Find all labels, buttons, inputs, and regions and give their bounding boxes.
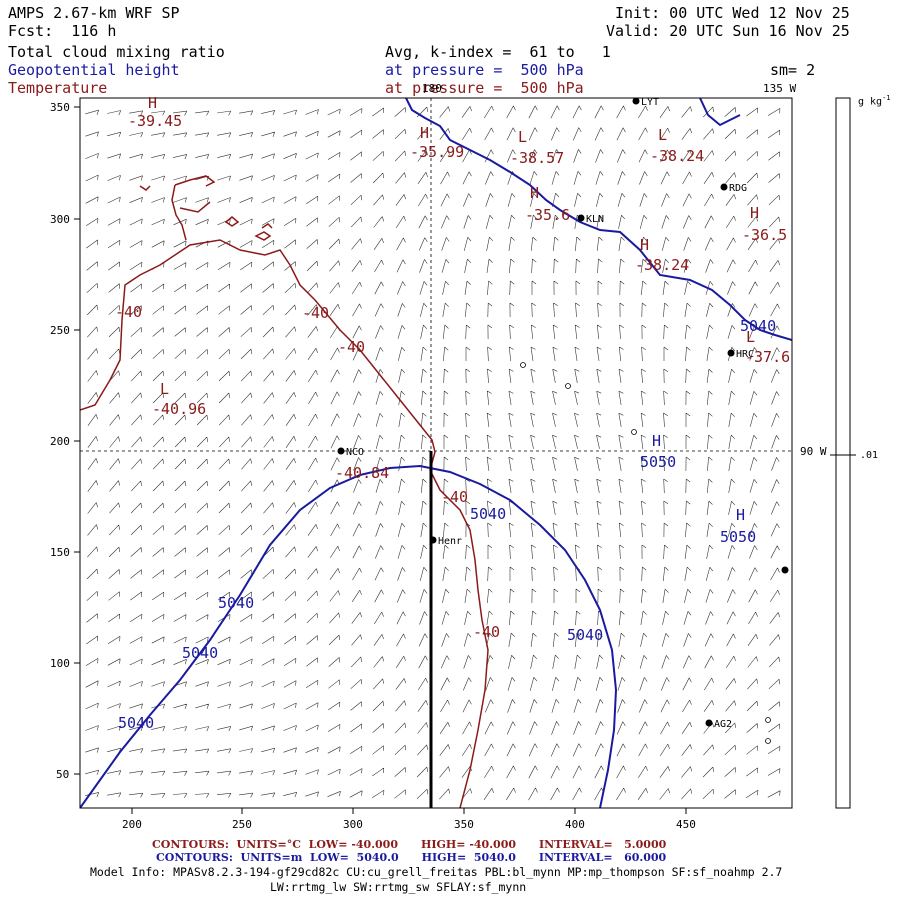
lon-label-90w: 90 W	[800, 445, 827, 458]
temperature-label: -40	[302, 304, 329, 322]
y-tick-label: 150	[50, 546, 70, 559]
y-tick-label: 100	[50, 657, 70, 670]
axes: 200 250 300 350 400 450 350 300 250 200 150 100 50	[50, 101, 696, 831]
x-tick-label: 200	[122, 818, 142, 831]
pressure-center-marker: H	[652, 432, 661, 450]
model-info-line1: Model Info: MPASv8.2.3-194-gf29cd82c CU:…	[90, 865, 783, 879]
init-time: Init: 00 UTC Wed 12 Nov 25	[615, 4, 850, 22]
cloud-marker-icon	[565, 383, 571, 389]
pressure-center-marker: H	[736, 506, 745, 524]
station-label: LYT	[641, 97, 659, 108]
station-label: RDG	[729, 183, 747, 194]
temperature-label: -40	[115, 303, 142, 321]
station-label: KLN	[586, 214, 604, 225]
temp-contour-info: CONTOURS: UNITS=°C LOW= -40.000 HIGH= -4…	[152, 838, 667, 851]
x-tick-label: 250	[232, 818, 252, 831]
height-label: 5050	[640, 453, 676, 471]
height-label: 5040	[740, 317, 776, 335]
pressure-level-2: at pressure = 500 hPa	[385, 79, 584, 97]
temperature-label: -38.24	[635, 256, 689, 274]
map-labels: -39.45 -35.99 -38.57 -38.24 -35.6 -36.5 -38.24…	[115, 82, 827, 744]
station-label: AG2	[714, 719, 732, 730]
x-tick-label: 450	[676, 818, 696, 831]
height-contours	[80, 98, 792, 808]
k-index-avg: Avg, k-index = 61 to 1	[385, 43, 611, 61]
temperature-label: -38.24	[650, 147, 704, 165]
cloud-marker-icon	[520, 362, 526, 368]
station-dot	[781, 566, 789, 574]
pressure-center-marker: L	[518, 128, 527, 146]
station-dot	[577, 214, 585, 222]
temperature-label: -40	[441, 488, 468, 506]
station-label: NCO	[346, 447, 364, 458]
height-label: 5040	[470, 505, 506, 523]
height-label: 5050	[720, 528, 756, 546]
temperature-label: -40.84	[335, 464, 389, 482]
temperature-label: -36.5	[742, 226, 787, 244]
field-cloud-mixing: Total cloud mixing ratio	[8, 43, 225, 61]
pressure-center-marker: H	[530, 184, 539, 202]
temperature-label: -39.45	[128, 112, 182, 130]
station-dot	[632, 97, 640, 105]
temperature-label: -35.6	[525, 206, 570, 224]
x-tick-label: 400	[565, 818, 585, 831]
station-dot	[727, 349, 735, 357]
plot-frame	[79, 97, 793, 809]
height-label: 5040	[118, 714, 154, 732]
pressure-center-marker: L	[658, 126, 667, 144]
y-tick-label: 250	[50, 324, 70, 337]
station-dot	[337, 447, 345, 455]
pressure-center-marker: H	[420, 124, 429, 142]
lon-label-135w: 135 W	[763, 82, 796, 95]
temperature-label: -40	[338, 338, 365, 356]
pressure-center-marker: H	[148, 94, 157, 112]
temperature-label: -40.96	[152, 400, 206, 418]
pressure-level-1: at pressure = 500 hPa	[385, 61, 584, 79]
pressure-center-marker: H	[640, 236, 649, 254]
temperature-label: -38.57	[510, 149, 564, 167]
y-tick-label: 300	[50, 213, 70, 226]
wind-barb-field	[85, 105, 781, 801]
model-info-line2: LW:rrtmg_lw SW:rrtmg_sw SFLAY:sf_mynn	[270, 880, 527, 894]
colorbar-tick-label: .01	[860, 450, 879, 461]
y-tick-label: 50	[56, 768, 69, 781]
y-tick-label: 200	[50, 435, 70, 448]
height-label: 5040	[218, 594, 254, 612]
station-label: Henr	[438, 536, 462, 547]
valid-time: Valid: 20 UTC Sun 16 Nov 25	[606, 22, 850, 40]
forecast-hour: Fcst: 116 h	[8, 22, 117, 40]
height-contour-info: CONTOURS: UNITS=m LOW= 5040.0 HIGH= 5040…	[156, 851, 667, 864]
x-tick-label: 350	[454, 818, 474, 831]
station-dot	[720, 183, 728, 191]
map-title: AMPS 2.67-km WRF SP	[8, 4, 180, 22]
smoothing: sm= 2	[770, 61, 816, 79]
pressure-center-marker: L	[746, 328, 755, 346]
station-label: HRC	[736, 349, 754, 360]
pressure-center-marker: H	[750, 204, 759, 222]
height-label: 5040	[567, 626, 603, 644]
height-label: 5040	[182, 644, 218, 662]
x-tick-label: 300	[343, 818, 363, 831]
field-temperature: Temperature	[8, 79, 108, 97]
temperature-label: -40	[473, 623, 500, 641]
pressure-center-marker: L	[160, 380, 169, 398]
y-tick-label: 350	[50, 101, 70, 114]
field-geopotential: Geopotential height	[8, 61, 180, 79]
temperature-label: -37.6	[745, 348, 790, 366]
colorbar	[835, 97, 851, 809]
temperature-contours	[80, 175, 489, 808]
wind-barbs	[85, 105, 781, 801]
colorbar-unit: g kg-1	[858, 94, 891, 108]
station-dot	[429, 536, 437, 544]
cloud-marker-icon	[765, 738, 771, 744]
temperature-label: -35.99	[410, 143, 464, 161]
cloud-marker-icon	[765, 717, 771, 723]
station-dot	[705, 719, 713, 727]
cloud-marker-icon	[631, 429, 637, 435]
lon-label-180: 180	[422, 82, 442, 95]
